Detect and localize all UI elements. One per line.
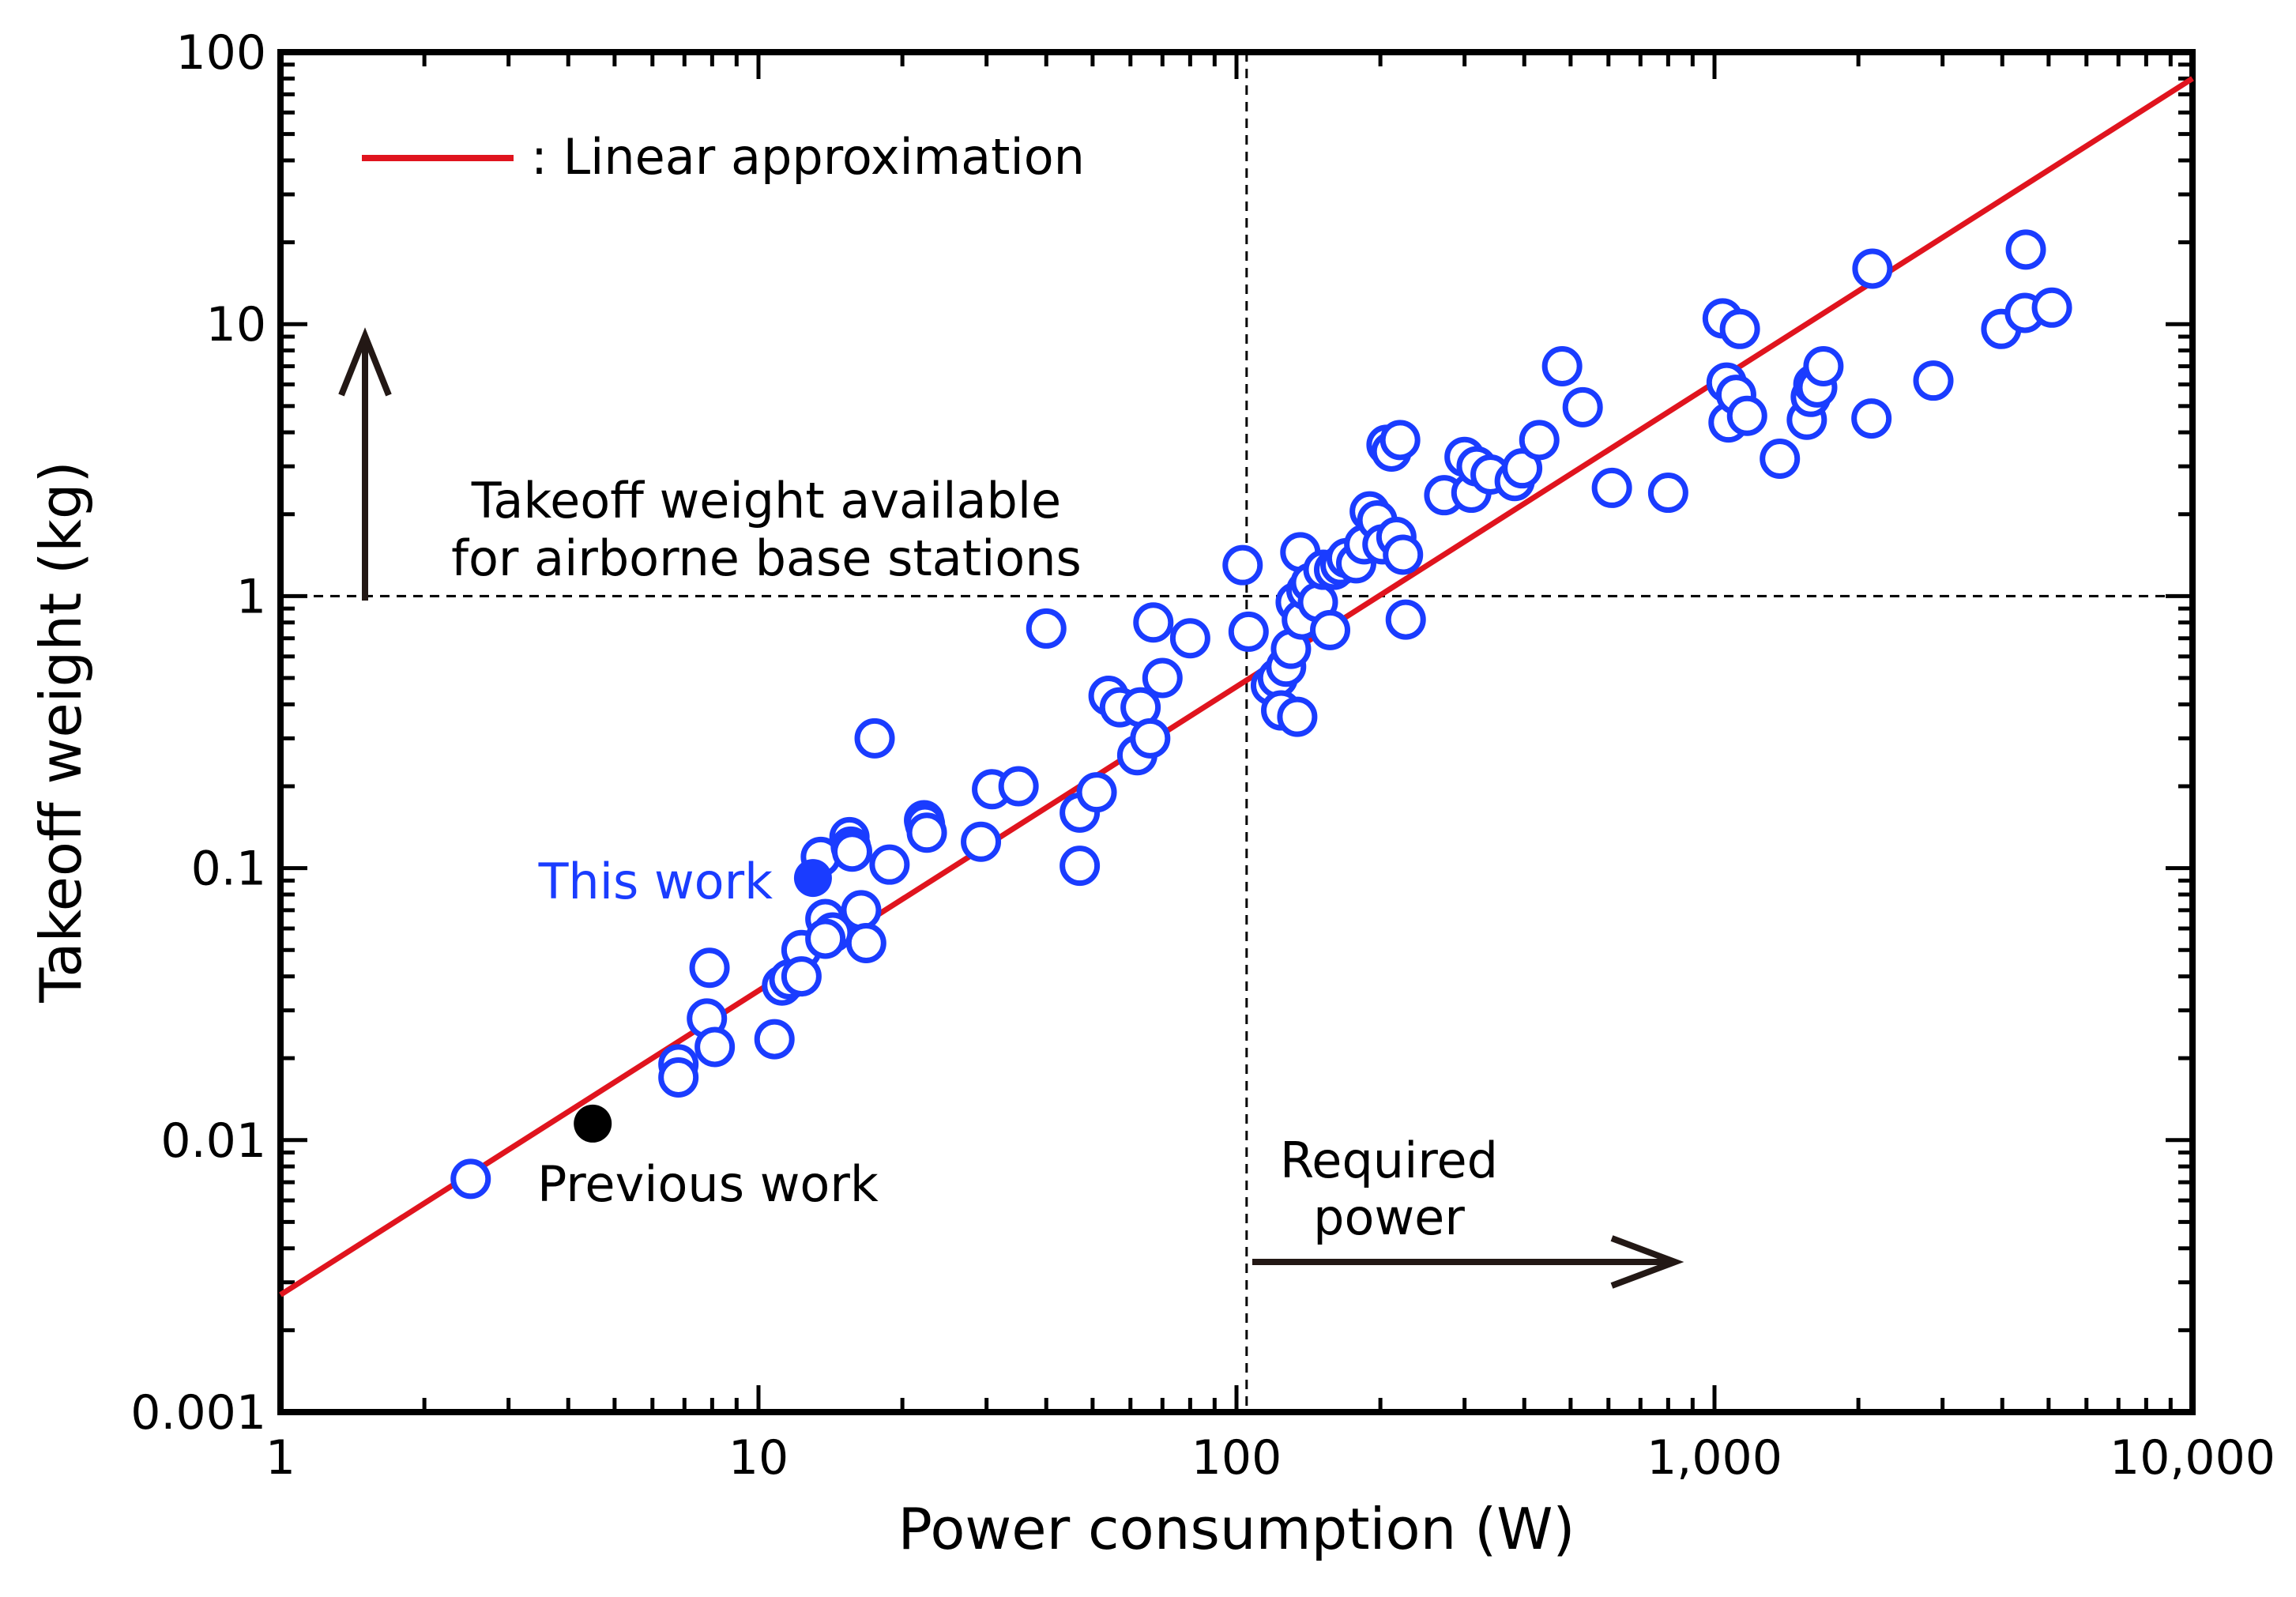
data-point: [1913, 360, 1954, 401]
this-work-label: This work: [538, 853, 773, 910]
x-tick-label: 10,000: [2110, 1430, 2275, 1486]
x-tick-label: 10: [728, 1430, 789, 1486]
this-work-point: [793, 859, 832, 898]
data-point: [845, 923, 886, 964]
data-point: [1719, 308, 1760, 349]
x-axis-title: Power consumption (W): [898, 1496, 1575, 1562]
weight-annotation-line2: for airborne base stations: [451, 529, 1082, 587]
weight-annotation-line1: Takeoff weight available: [471, 472, 1061, 529]
data-point: [694, 1026, 736, 1068]
data-point: [1541, 346, 1583, 387]
y-tick-label: 0.001: [130, 1385, 266, 1441]
data-point: [854, 718, 895, 759]
y-tick-label: 100: [175, 25, 266, 81]
previous-work-label: Previous work: [537, 1155, 879, 1213]
data-point: [906, 812, 947, 853]
data-point: [1852, 248, 1893, 289]
data-point: [450, 1158, 491, 1200]
y-tick-label: 10: [206, 297, 266, 352]
data-point: [1591, 467, 1632, 508]
previous-work-point: [574, 1104, 612, 1143]
data-point: [1310, 609, 1351, 650]
legend-label: : Linear approximation: [531, 128, 1085, 186]
data-point: [1385, 599, 1426, 640]
data-point: [1169, 618, 1210, 659]
y-tick-label: 0.1: [191, 842, 266, 897]
data-point: [961, 821, 1002, 862]
y-tick-labels: 0.001 0.01 0.1 1 10 100: [130, 25, 266, 1441]
power-annotation-line1: Required: [1280, 1132, 1498, 1189]
data-point: [869, 844, 910, 885]
y-tick-label: 0.01: [160, 1113, 266, 1169]
data-point: [1726, 395, 1767, 436]
data-point: [1142, 657, 1183, 699]
data-point: [658, 1057, 699, 1098]
linear-approximation-line: [279, 76, 2194, 1298]
x-tick-label: 1,000: [1647, 1430, 1782, 1486]
y-axis-title: Takeoff weight (kg): [28, 461, 94, 1003]
data-point: [998, 766, 1039, 807]
data-point: [1133, 602, 1174, 643]
data-point: [1760, 439, 1801, 480]
data-point: [1228, 611, 1269, 652]
y-tick-label: 1: [236, 569, 266, 624]
power-arrow-head: [1610, 1235, 1684, 1289]
data-point: [1647, 473, 1688, 514]
data-point: [1562, 386, 1603, 427]
data-point: [754, 1019, 795, 1060]
data-point: [781, 956, 822, 997]
axis-ticks: [278, 52, 2192, 1414]
data-point: [2005, 229, 2046, 270]
data-point: [1060, 846, 1101, 887]
weight-arrow-head: [338, 327, 392, 397]
data-point: [1519, 420, 1560, 461]
data-point: [1076, 772, 1117, 813]
data-points: [450, 229, 2072, 1200]
data-point: [1851, 398, 1892, 439]
power-annotation-line2: power: [1313, 1188, 1465, 1246]
data-point: [832, 831, 873, 872]
data-point: [2031, 287, 2072, 328]
data-point: [1026, 608, 1067, 649]
x-tick-labels: 1 10 100 1,000 10,000: [265, 1430, 2275, 1486]
data-point: [1383, 534, 1424, 575]
data-point: [1222, 544, 1263, 586]
x-tick-label: 100: [1191, 1430, 1282, 1486]
data-point: [689, 947, 730, 989]
data-point: [1803, 346, 1844, 387]
data-point: [841, 890, 882, 931]
x-tick-label: 1: [265, 1430, 295, 1486]
data-point: [805, 918, 846, 959]
data-point: [1379, 420, 1421, 461]
data-point: [1277, 696, 1318, 737]
data-point: [1130, 718, 1171, 759]
data-point: [1502, 448, 1543, 489]
